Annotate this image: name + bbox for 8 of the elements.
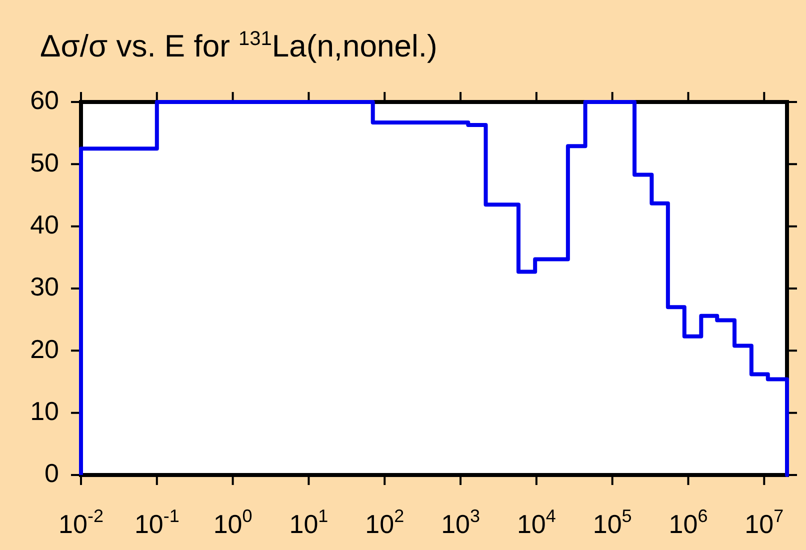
y-tick-label: 20: [30, 334, 59, 364]
chart-title: Δσ/σ vs. E for $^{131}$La(n,nonel.): [40, 28, 438, 64]
y-tick-label: 10: [30, 396, 59, 426]
y-tick-label: 0: [44, 458, 59, 488]
y-tick-label: 30: [30, 272, 59, 302]
y-tick-label: 40: [30, 210, 59, 240]
y-tick-label: 50: [30, 147, 59, 178]
y-tick-label: 60: [30, 85, 59, 116]
